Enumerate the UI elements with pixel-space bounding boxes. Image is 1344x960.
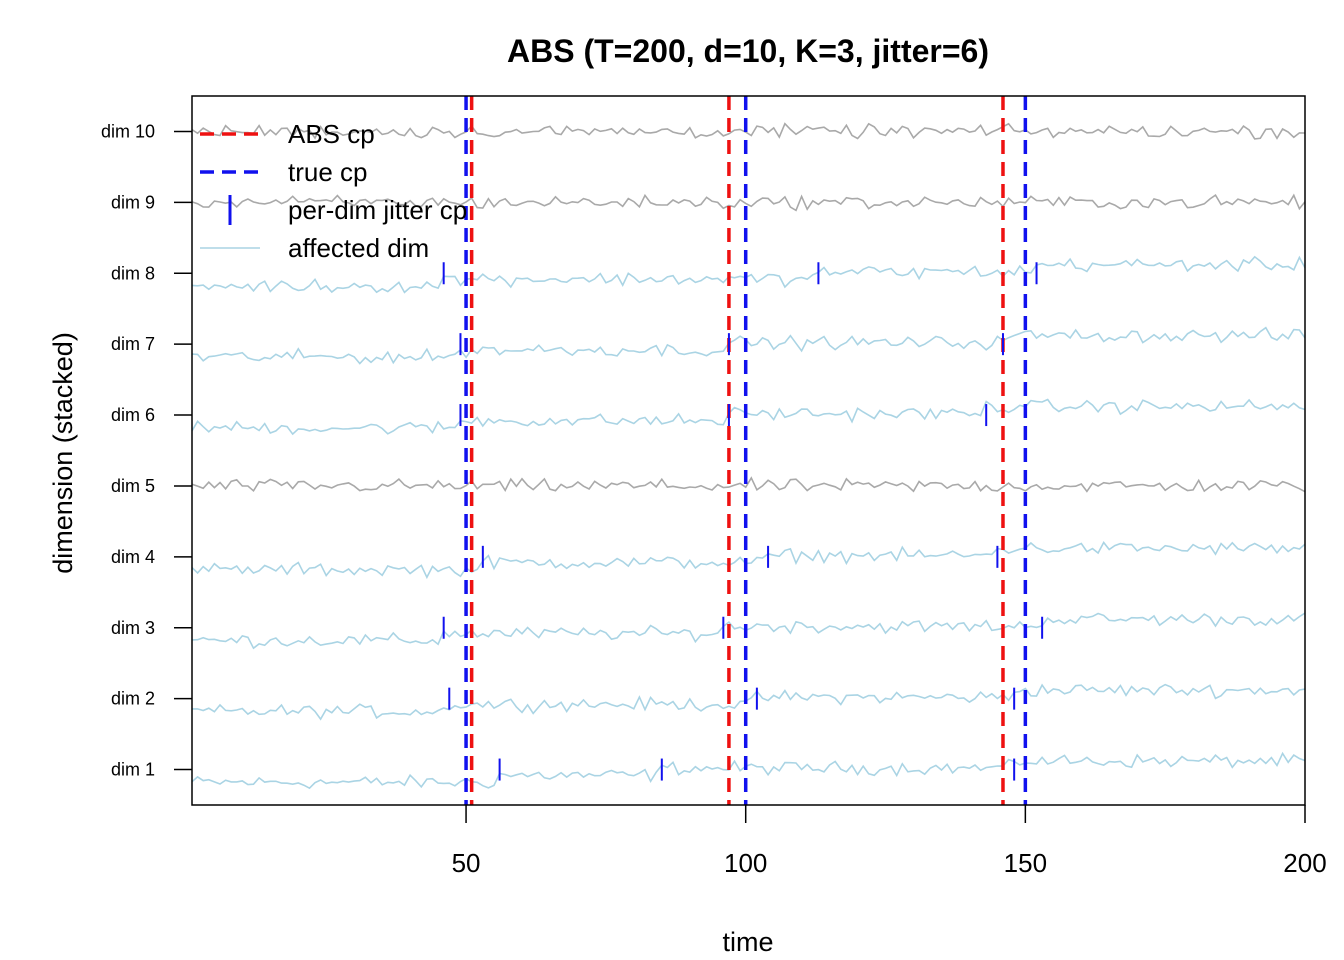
y-tick-label-1: dim 1 bbox=[111, 760, 155, 780]
series-line-dim-1 bbox=[191, 751, 1306, 790]
y-tick-label-9: dim 9 bbox=[111, 192, 155, 212]
plot-frame bbox=[191, 95, 1306, 806]
axis-layer: dim 1 dim 2 dim 3 dim 4 dim 5 dim 6 dim 7 dim 8… bbox=[101, 121, 1327, 878]
series-line-dim-10 bbox=[191, 122, 1306, 140]
legend: ABS cp true cp per-dim jitter cp affected d… bbox=[200, 119, 467, 263]
series-line-dim-7 bbox=[191, 326, 1306, 365]
y-tick-label-6: dim 6 bbox=[111, 405, 155, 425]
y-axis-label: dimension (stacked) bbox=[48, 332, 78, 574]
legend-label-affected-dim: affected dim bbox=[288, 233, 429, 263]
changepoint-layer bbox=[464, 96, 1028, 805]
series-line-dim-5 bbox=[191, 476, 1306, 493]
x-tick-label-100: 100 bbox=[724, 848, 767, 878]
legend-label-abs-cp: ABS cp bbox=[288, 119, 375, 149]
series-line-dim-4 bbox=[191, 541, 1306, 580]
series-line-dim-6 bbox=[191, 398, 1306, 436]
y-tick-label-8: dim 8 bbox=[111, 263, 155, 283]
series-line-dim-9 bbox=[191, 193, 1306, 212]
series-line-dim-3 bbox=[191, 612, 1306, 650]
series-line-dim-8 bbox=[191, 255, 1306, 294]
y-tick-label-5: dim 5 bbox=[111, 476, 155, 496]
y-tick-label-10: dim 10 bbox=[101, 121, 155, 141]
x-tick-label-150: 150 bbox=[1004, 848, 1047, 878]
jitter-tick-layer bbox=[442, 262, 1044, 781]
x-tick-label-200: 200 bbox=[1283, 848, 1326, 878]
legend-label-true-cp: true cp bbox=[288, 157, 368, 187]
chart-title: ABS (T=200, d=10, K=3, jitter=6) bbox=[507, 33, 989, 69]
y-tick-label-2: dim 2 bbox=[111, 689, 155, 709]
y-tick-label-7: dim 7 bbox=[111, 334, 155, 354]
series-line-dim-2 bbox=[192, 683, 1306, 721]
y-tick-label-4: dim 4 bbox=[111, 547, 155, 567]
series-layer bbox=[191, 122, 1306, 790]
y-tick-label-3: dim 3 bbox=[111, 618, 155, 638]
legend-label-per-dim-jitter-cp: per-dim jitter cp bbox=[288, 195, 467, 225]
x-axis-label: time bbox=[722, 927, 773, 957]
x-tick-label-50: 50 bbox=[452, 848, 481, 878]
